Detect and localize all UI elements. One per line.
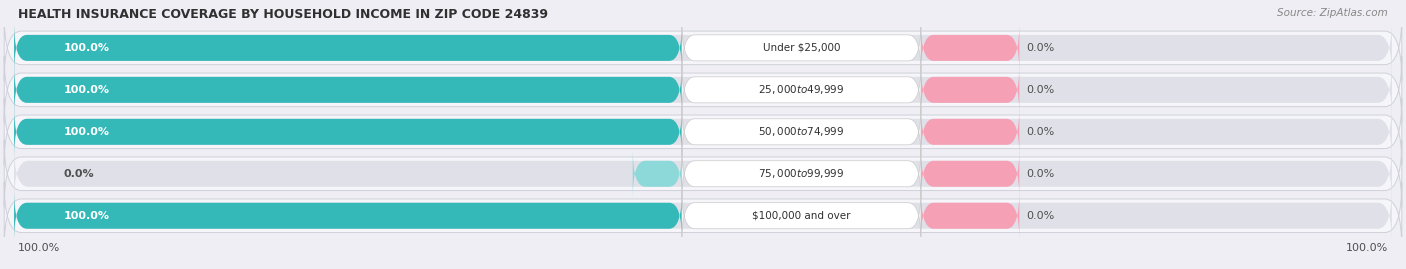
Text: $50,000 to $74,999: $50,000 to $74,999 [758, 125, 845, 138]
Text: 0.0%: 0.0% [1026, 43, 1054, 53]
Text: Under $25,000: Under $25,000 [762, 43, 841, 53]
FancyBboxPatch shape [921, 191, 1019, 240]
FancyBboxPatch shape [633, 149, 682, 199]
FancyBboxPatch shape [682, 191, 921, 240]
Text: $25,000 to $49,999: $25,000 to $49,999 [758, 83, 845, 96]
Text: HEALTH INSURANCE COVERAGE BY HOUSEHOLD INCOME IN ZIP CODE 24839: HEALTH INSURANCE COVERAGE BY HOUSEHOLD I… [18, 8, 548, 21]
Text: $100,000 and over: $100,000 and over [752, 211, 851, 221]
FancyBboxPatch shape [14, 103, 1392, 161]
FancyBboxPatch shape [14, 191, 682, 240]
FancyBboxPatch shape [14, 23, 682, 73]
FancyBboxPatch shape [921, 23, 1019, 73]
FancyBboxPatch shape [14, 145, 1392, 203]
FancyBboxPatch shape [921, 149, 1019, 199]
FancyBboxPatch shape [682, 23, 921, 73]
FancyBboxPatch shape [682, 149, 921, 199]
Text: 0.0%: 0.0% [1026, 211, 1054, 221]
Text: 100.0%: 100.0% [63, 211, 110, 221]
FancyBboxPatch shape [14, 187, 1392, 245]
Text: 0.0%: 0.0% [1026, 127, 1054, 137]
FancyBboxPatch shape [14, 107, 682, 157]
FancyBboxPatch shape [4, 98, 1402, 165]
FancyBboxPatch shape [921, 65, 1019, 115]
FancyBboxPatch shape [14, 65, 682, 115]
FancyBboxPatch shape [921, 107, 1019, 157]
FancyBboxPatch shape [682, 107, 921, 157]
Text: 100.0%: 100.0% [63, 127, 110, 137]
Text: 100.0%: 100.0% [63, 85, 110, 95]
FancyBboxPatch shape [682, 65, 921, 115]
Text: Source: ZipAtlas.com: Source: ZipAtlas.com [1277, 8, 1388, 18]
Text: 100.0%: 100.0% [1346, 243, 1388, 253]
FancyBboxPatch shape [4, 56, 1402, 123]
FancyBboxPatch shape [4, 140, 1402, 207]
Text: $75,000 to $99,999: $75,000 to $99,999 [758, 167, 845, 180]
Text: 100.0%: 100.0% [18, 243, 60, 253]
Text: 100.0%: 100.0% [63, 43, 110, 53]
FancyBboxPatch shape [4, 182, 1402, 249]
Text: 0.0%: 0.0% [63, 169, 94, 179]
Text: 0.0%: 0.0% [1026, 85, 1054, 95]
FancyBboxPatch shape [4, 14, 1402, 82]
FancyBboxPatch shape [14, 19, 1392, 77]
Text: 0.0%: 0.0% [1026, 169, 1054, 179]
FancyBboxPatch shape [14, 61, 1392, 119]
